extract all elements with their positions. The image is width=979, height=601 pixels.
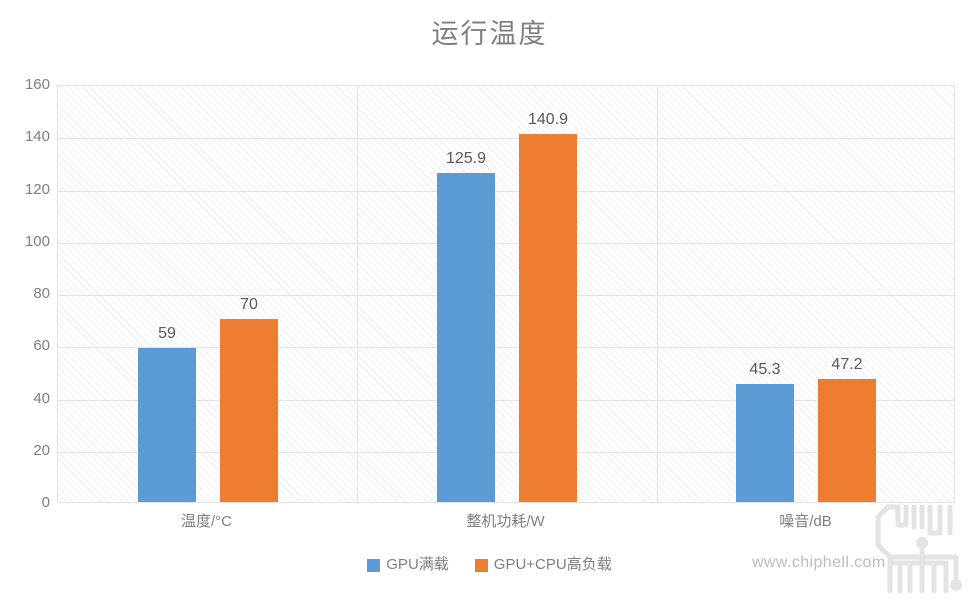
gridline-vertical [357,86,358,502]
y-axis-tick-label: 0 [41,494,50,511]
gridline-horizontal [58,191,954,192]
bar-value-label: 45.3 [749,361,781,378]
y-axis-tick-label: 60 [33,337,50,354]
y-axis-tick-label: 80 [33,285,50,302]
chart-legend: GPU满载 GPU+CPU高负载 [0,556,979,574]
legend-item[interactable]: GPU满载 [367,556,449,574]
y-axis: 160 140 120 100 80 60 40 20 0 [0,77,50,510]
chiphell-logo-icon [868,503,972,595]
gridline-horizontal [58,138,954,139]
gridline-horizontal [58,243,954,244]
legend-label: GPU+CPU高负载 [493,556,612,573]
watermark-url-text: www.chiphell.com [752,554,886,571]
y-axis-tick-label: 40 [33,390,50,407]
bar-series-a[interactable] [138,348,196,502]
legend-color-swatch [367,558,381,572]
gridline-vertical [657,86,658,502]
legend-color-swatch [474,558,488,572]
bar-series-b[interactable] [818,379,876,502]
chart-title: 运行温度 [431,19,548,49]
y-axis-tick-label: 140 [24,128,50,145]
y-axis-tick-label: 100 [24,233,50,250]
y-axis-tick-label: 20 [33,442,50,459]
x-axis-category-label: 温度/°C [181,513,232,530]
bar-value-label: 125.9 [445,150,487,167]
legend-label: GPU满载 [386,556,449,573]
bar-series-a[interactable] [736,384,794,502]
y-axis-tick-label: 120 [24,181,50,198]
legend-item[interactable]: GPU+CPU高负载 [474,556,612,574]
x-axis-category-label: 噪音/dB [779,513,832,530]
bar-value-label: 70 [240,296,258,313]
y-axis-tick-label: 160 [24,76,50,93]
plot-area: 59 70 125.9 140.9 45.3 47.2 [57,85,955,503]
bar-series-b[interactable] [220,319,278,502]
bar-value-label: 47.2 [831,356,863,373]
gridline-horizontal [58,295,954,296]
bar-series-a[interactable] [437,173,495,502]
bar-series-b[interactable] [519,134,577,502]
x-axis-category-label: 整机功耗/W [466,513,545,530]
bar-value-label: 140.9 [527,111,569,128]
gridline-horizontal [58,400,954,401]
bar-value-label: 59 [158,325,176,342]
gridline-horizontal [58,347,954,348]
gridline-horizontal [58,452,954,453]
